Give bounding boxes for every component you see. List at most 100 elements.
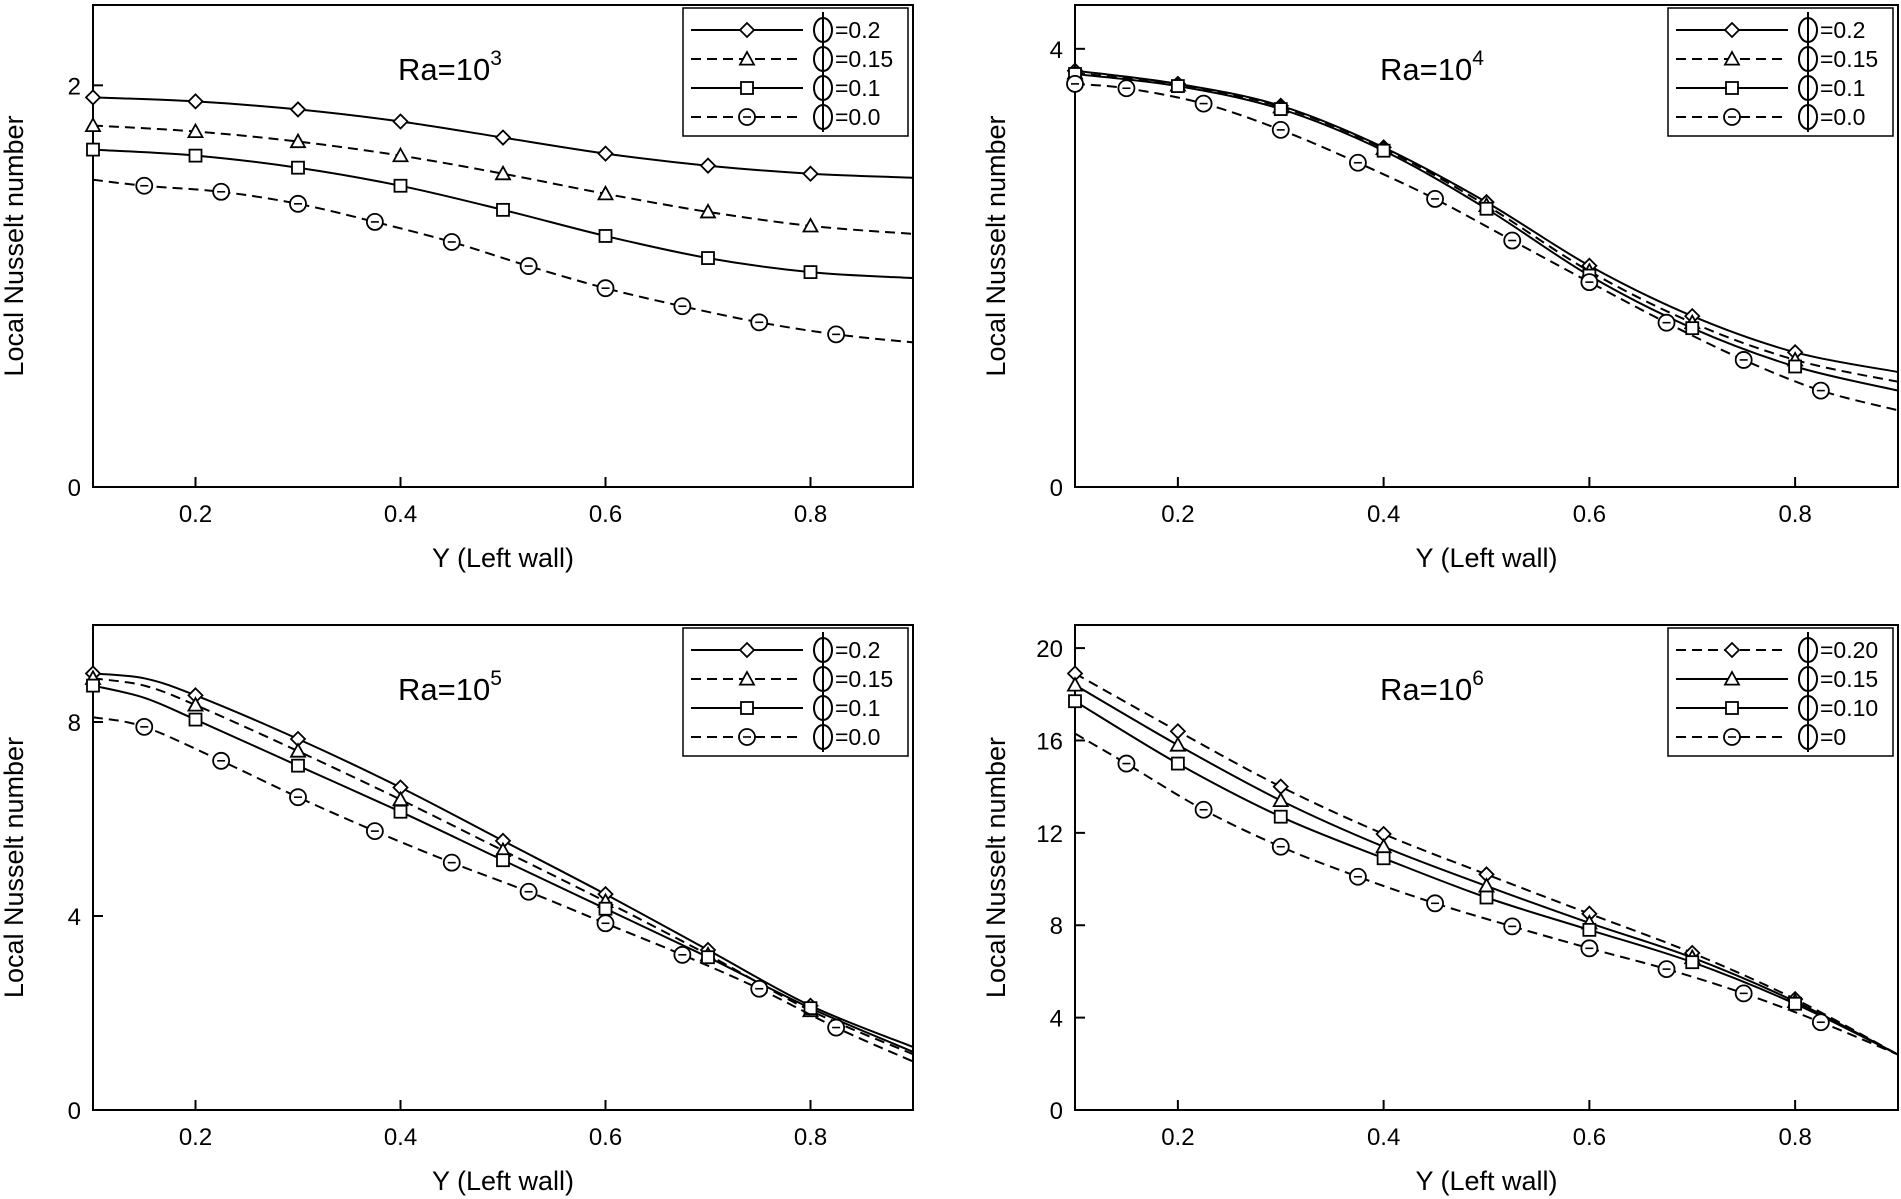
y-tick-label: 8	[68, 710, 81, 737]
diamond-marker	[187, 93, 204, 110]
square-marker	[1788, 996, 1803, 1011]
square-marker	[291, 758, 305, 773]
series-4	[93, 716, 913, 1063]
y-tick-label: 20	[1036, 636, 1063, 663]
square-marker	[1068, 694, 1082, 709]
legend-entry: =0.10	[1676, 695, 1878, 721]
legend-entry: =0.1	[1676, 75, 1865, 101]
triangle-marker	[186, 696, 205, 712]
panel-title: Ra=106	[1380, 667, 1484, 707]
triangle-marker	[1066, 676, 1084, 692]
triangle-marker	[801, 217, 820, 233]
x-tick-label: 0.8	[794, 501, 827, 528]
legend-triangle-marker	[1723, 50, 1741, 66]
legend-phi-glyph	[813, 17, 833, 43]
triangle-marker	[1375, 837, 1393, 854]
triangle-marker	[1169, 736, 1187, 752]
square-marker	[1479, 201, 1494, 216]
legend-entry: =0.0	[691, 724, 880, 750]
legend-label: =0.1	[1820, 75, 1865, 101]
legend-entry: =0.15	[691, 666, 893, 692]
series-line	[93, 124, 913, 235]
triangle-marker	[84, 116, 102, 133]
legend-label: =0.15	[1820, 666, 1878, 692]
panel-title: Ra=104	[1380, 47, 1484, 87]
series-line	[1075, 672, 1898, 1056]
legend-entry: =0.2	[1676, 17, 1865, 43]
legend-triangle-marker	[1723, 670, 1741, 686]
legend-triangle-marker	[738, 670, 756, 686]
panel-title-base: Ra=10	[398, 672, 490, 707]
legend-entry: =0.1	[691, 75, 880, 101]
diamond-marker	[494, 129, 512, 146]
square-marker	[291, 160, 305, 175]
panel-1: 0.2 0.4 0.6 0.8 0 2 Y (Left wall) Local Nusselt…	[0, 4, 914, 573]
square-marker	[598, 229, 613, 243]
triangle-marker	[596, 184, 615, 201]
panel-4: 0.2 0.4 0.6 0.8 0 4 8 12 16 20 Y (Left wall) Local …	[981, 624, 1899, 1196]
legend-diamond-marker	[1723, 21, 1741, 39]
x-tick-label: 0.2	[179, 501, 212, 528]
legend-phi-glyph	[1798, 75, 1818, 101]
triangle-marker	[289, 132, 307, 149]
legend-phi-glyph	[1798, 104, 1818, 130]
legend-label: =0.0	[835, 104, 880, 130]
triangle-marker	[494, 164, 512, 181]
series-2	[84, 116, 913, 235]
square-marker	[1376, 143, 1391, 158]
legend-entry: =0.2	[691, 637, 880, 663]
legend-label: =0.1	[835, 695, 880, 721]
y-tick-label: 8	[1050, 913, 1063, 940]
series-2	[84, 669, 913, 1056]
legend-phi-glyph	[1798, 724, 1818, 750]
series-4	[1066, 74, 1898, 412]
legend-label: =0.10	[1820, 695, 1878, 721]
x-axis-title: Y (Left wall)	[432, 1166, 574, 1196]
y-axis-title: Local Nusselt number	[981, 115, 1011, 376]
triangle-marker	[391, 790, 410, 807]
legend-label: =0.15	[835, 46, 893, 72]
legend-label: =0.1	[835, 75, 880, 101]
legend-phi-glyph	[813, 75, 833, 101]
x-tick-label: 0.2	[179, 1124, 212, 1151]
legend-phi-glyph	[813, 46, 833, 72]
square-marker	[701, 251, 715, 265]
legend-phi-glyph	[1798, 17, 1818, 43]
square-marker	[803, 1001, 818, 1016]
triangle-marker	[1477, 877, 1496, 893]
panel-title: Ra=105	[398, 667, 502, 707]
legend-phi-glyph	[813, 695, 833, 721]
legend-phi-glyph	[1798, 46, 1818, 72]
panel-title-exponent: 5	[490, 667, 502, 690]
series-3	[86, 678, 913, 1053]
square-marker	[188, 148, 203, 163]
series-3	[86, 142, 913, 280]
legend-entry: =0.15	[691, 46, 893, 72]
series-3	[1068, 694, 1898, 1056]
square-marker	[1788, 359, 1803, 374]
series-1	[84, 89, 913, 182]
square-marker	[803, 265, 818, 280]
square-marker	[1273, 102, 1288, 116]
x-axis-title: Y (Left wall)	[1415, 543, 1557, 573]
legend-square-marker	[1725, 701, 1739, 715]
square-marker	[1170, 756, 1185, 771]
legend-square-marker	[740, 81, 754, 95]
diamond-marker	[289, 101, 307, 118]
square-marker	[1479, 890, 1494, 905]
square-marker	[86, 678, 100, 693]
legend-phi-glyph	[1798, 637, 1818, 663]
x-tick-label: 0.6	[1573, 1124, 1606, 1151]
y-tick-label: 2	[68, 73, 81, 100]
diamond-marker	[1169, 722, 1187, 740]
legend-entry: =0.0	[1676, 104, 1865, 130]
y-axis-title: Local Nusselt number	[981, 737, 1011, 998]
square-marker	[86, 142, 100, 157]
diamond-marker	[699, 157, 717, 174]
legend: =0.2 =0.15 =0.1 =0.0	[1667, 7, 1894, 137]
series-line	[93, 677, 913, 1056]
square-marker	[1376, 851, 1391, 866]
x-tick-label: 0.8	[1778, 1124, 1811, 1151]
legend: =0.2 =0.15 =0.1 =0.0	[682, 627, 909, 757]
legend-label: =0.2	[835, 17, 880, 43]
